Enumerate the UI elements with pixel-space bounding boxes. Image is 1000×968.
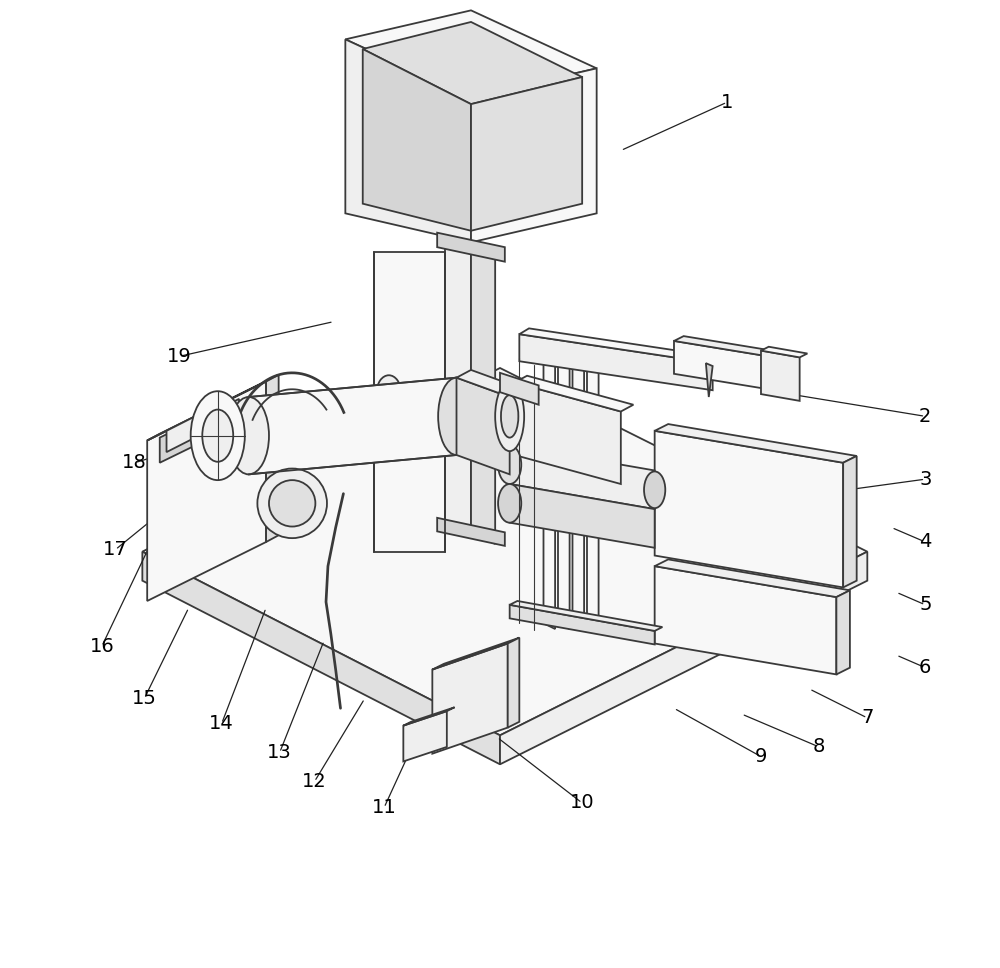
Polygon shape bbox=[437, 518, 505, 546]
Text: 17: 17 bbox=[103, 540, 128, 560]
Polygon shape bbox=[500, 373, 539, 405]
Polygon shape bbox=[558, 358, 570, 629]
Polygon shape bbox=[160, 399, 239, 463]
Ellipse shape bbox=[269, 480, 315, 527]
Text: 18: 18 bbox=[122, 453, 147, 472]
Ellipse shape bbox=[498, 445, 521, 484]
Text: 2: 2 bbox=[919, 407, 931, 426]
Text: 4: 4 bbox=[919, 532, 931, 552]
Polygon shape bbox=[471, 242, 495, 544]
Polygon shape bbox=[572, 358, 584, 629]
Text: 15: 15 bbox=[132, 689, 157, 708]
Polygon shape bbox=[266, 375, 279, 542]
Text: 10: 10 bbox=[570, 794, 594, 812]
Polygon shape bbox=[510, 484, 655, 548]
Polygon shape bbox=[519, 334, 713, 390]
Text: 9: 9 bbox=[755, 747, 767, 766]
Text: 8: 8 bbox=[813, 738, 825, 756]
Text: 3: 3 bbox=[919, 469, 931, 489]
Text: 7: 7 bbox=[861, 709, 873, 727]
Text: 12: 12 bbox=[302, 772, 327, 791]
Ellipse shape bbox=[377, 376, 401, 409]
Polygon shape bbox=[147, 381, 266, 601]
Polygon shape bbox=[514, 382, 621, 484]
Ellipse shape bbox=[498, 484, 521, 523]
Text: 11: 11 bbox=[372, 799, 396, 817]
Polygon shape bbox=[432, 638, 519, 670]
Ellipse shape bbox=[495, 381, 524, 451]
Text: 19: 19 bbox=[167, 347, 191, 366]
Text: 5: 5 bbox=[919, 595, 932, 615]
Polygon shape bbox=[142, 368, 867, 736]
Text: 1: 1 bbox=[721, 93, 733, 111]
Ellipse shape bbox=[202, 409, 233, 462]
Polygon shape bbox=[457, 378, 510, 474]
Polygon shape bbox=[471, 69, 597, 242]
Polygon shape bbox=[655, 424, 857, 463]
Polygon shape bbox=[514, 376, 633, 411]
Text: 14: 14 bbox=[209, 714, 234, 733]
Polygon shape bbox=[510, 605, 655, 645]
Ellipse shape bbox=[191, 391, 245, 480]
Polygon shape bbox=[500, 552, 867, 765]
Polygon shape bbox=[345, 11, 597, 98]
Ellipse shape bbox=[228, 397, 269, 474]
Polygon shape bbox=[519, 328, 722, 363]
Polygon shape bbox=[761, 350, 800, 401]
Polygon shape bbox=[142, 552, 500, 765]
Polygon shape bbox=[403, 711, 447, 762]
Ellipse shape bbox=[257, 469, 327, 538]
Polygon shape bbox=[674, 341, 780, 391]
Polygon shape bbox=[403, 708, 455, 726]
Polygon shape bbox=[345, 40, 471, 242]
Polygon shape bbox=[655, 566, 836, 675]
Polygon shape bbox=[510, 445, 655, 509]
Polygon shape bbox=[674, 336, 790, 358]
Polygon shape bbox=[843, 456, 857, 588]
Text: 13: 13 bbox=[267, 743, 292, 762]
Polygon shape bbox=[655, 431, 843, 588]
Polygon shape bbox=[587, 358, 599, 629]
Polygon shape bbox=[147, 375, 279, 440]
Ellipse shape bbox=[501, 395, 518, 438]
Polygon shape bbox=[249, 378, 457, 474]
Polygon shape bbox=[508, 638, 519, 728]
Polygon shape bbox=[167, 398, 231, 452]
Polygon shape bbox=[445, 242, 471, 532]
Polygon shape bbox=[471, 77, 582, 230]
Polygon shape bbox=[543, 358, 555, 629]
Text: 16: 16 bbox=[89, 637, 114, 656]
Polygon shape bbox=[706, 363, 713, 397]
Polygon shape bbox=[437, 232, 505, 261]
Polygon shape bbox=[655, 560, 850, 597]
Polygon shape bbox=[836, 590, 850, 675]
Polygon shape bbox=[761, 347, 807, 357]
Polygon shape bbox=[363, 49, 471, 230]
Polygon shape bbox=[432, 644, 508, 754]
Text: 6: 6 bbox=[919, 658, 931, 678]
Ellipse shape bbox=[644, 471, 665, 508]
Polygon shape bbox=[510, 601, 662, 631]
Ellipse shape bbox=[438, 378, 475, 455]
Polygon shape bbox=[374, 252, 445, 552]
Polygon shape bbox=[457, 370, 524, 397]
Polygon shape bbox=[363, 22, 582, 105]
